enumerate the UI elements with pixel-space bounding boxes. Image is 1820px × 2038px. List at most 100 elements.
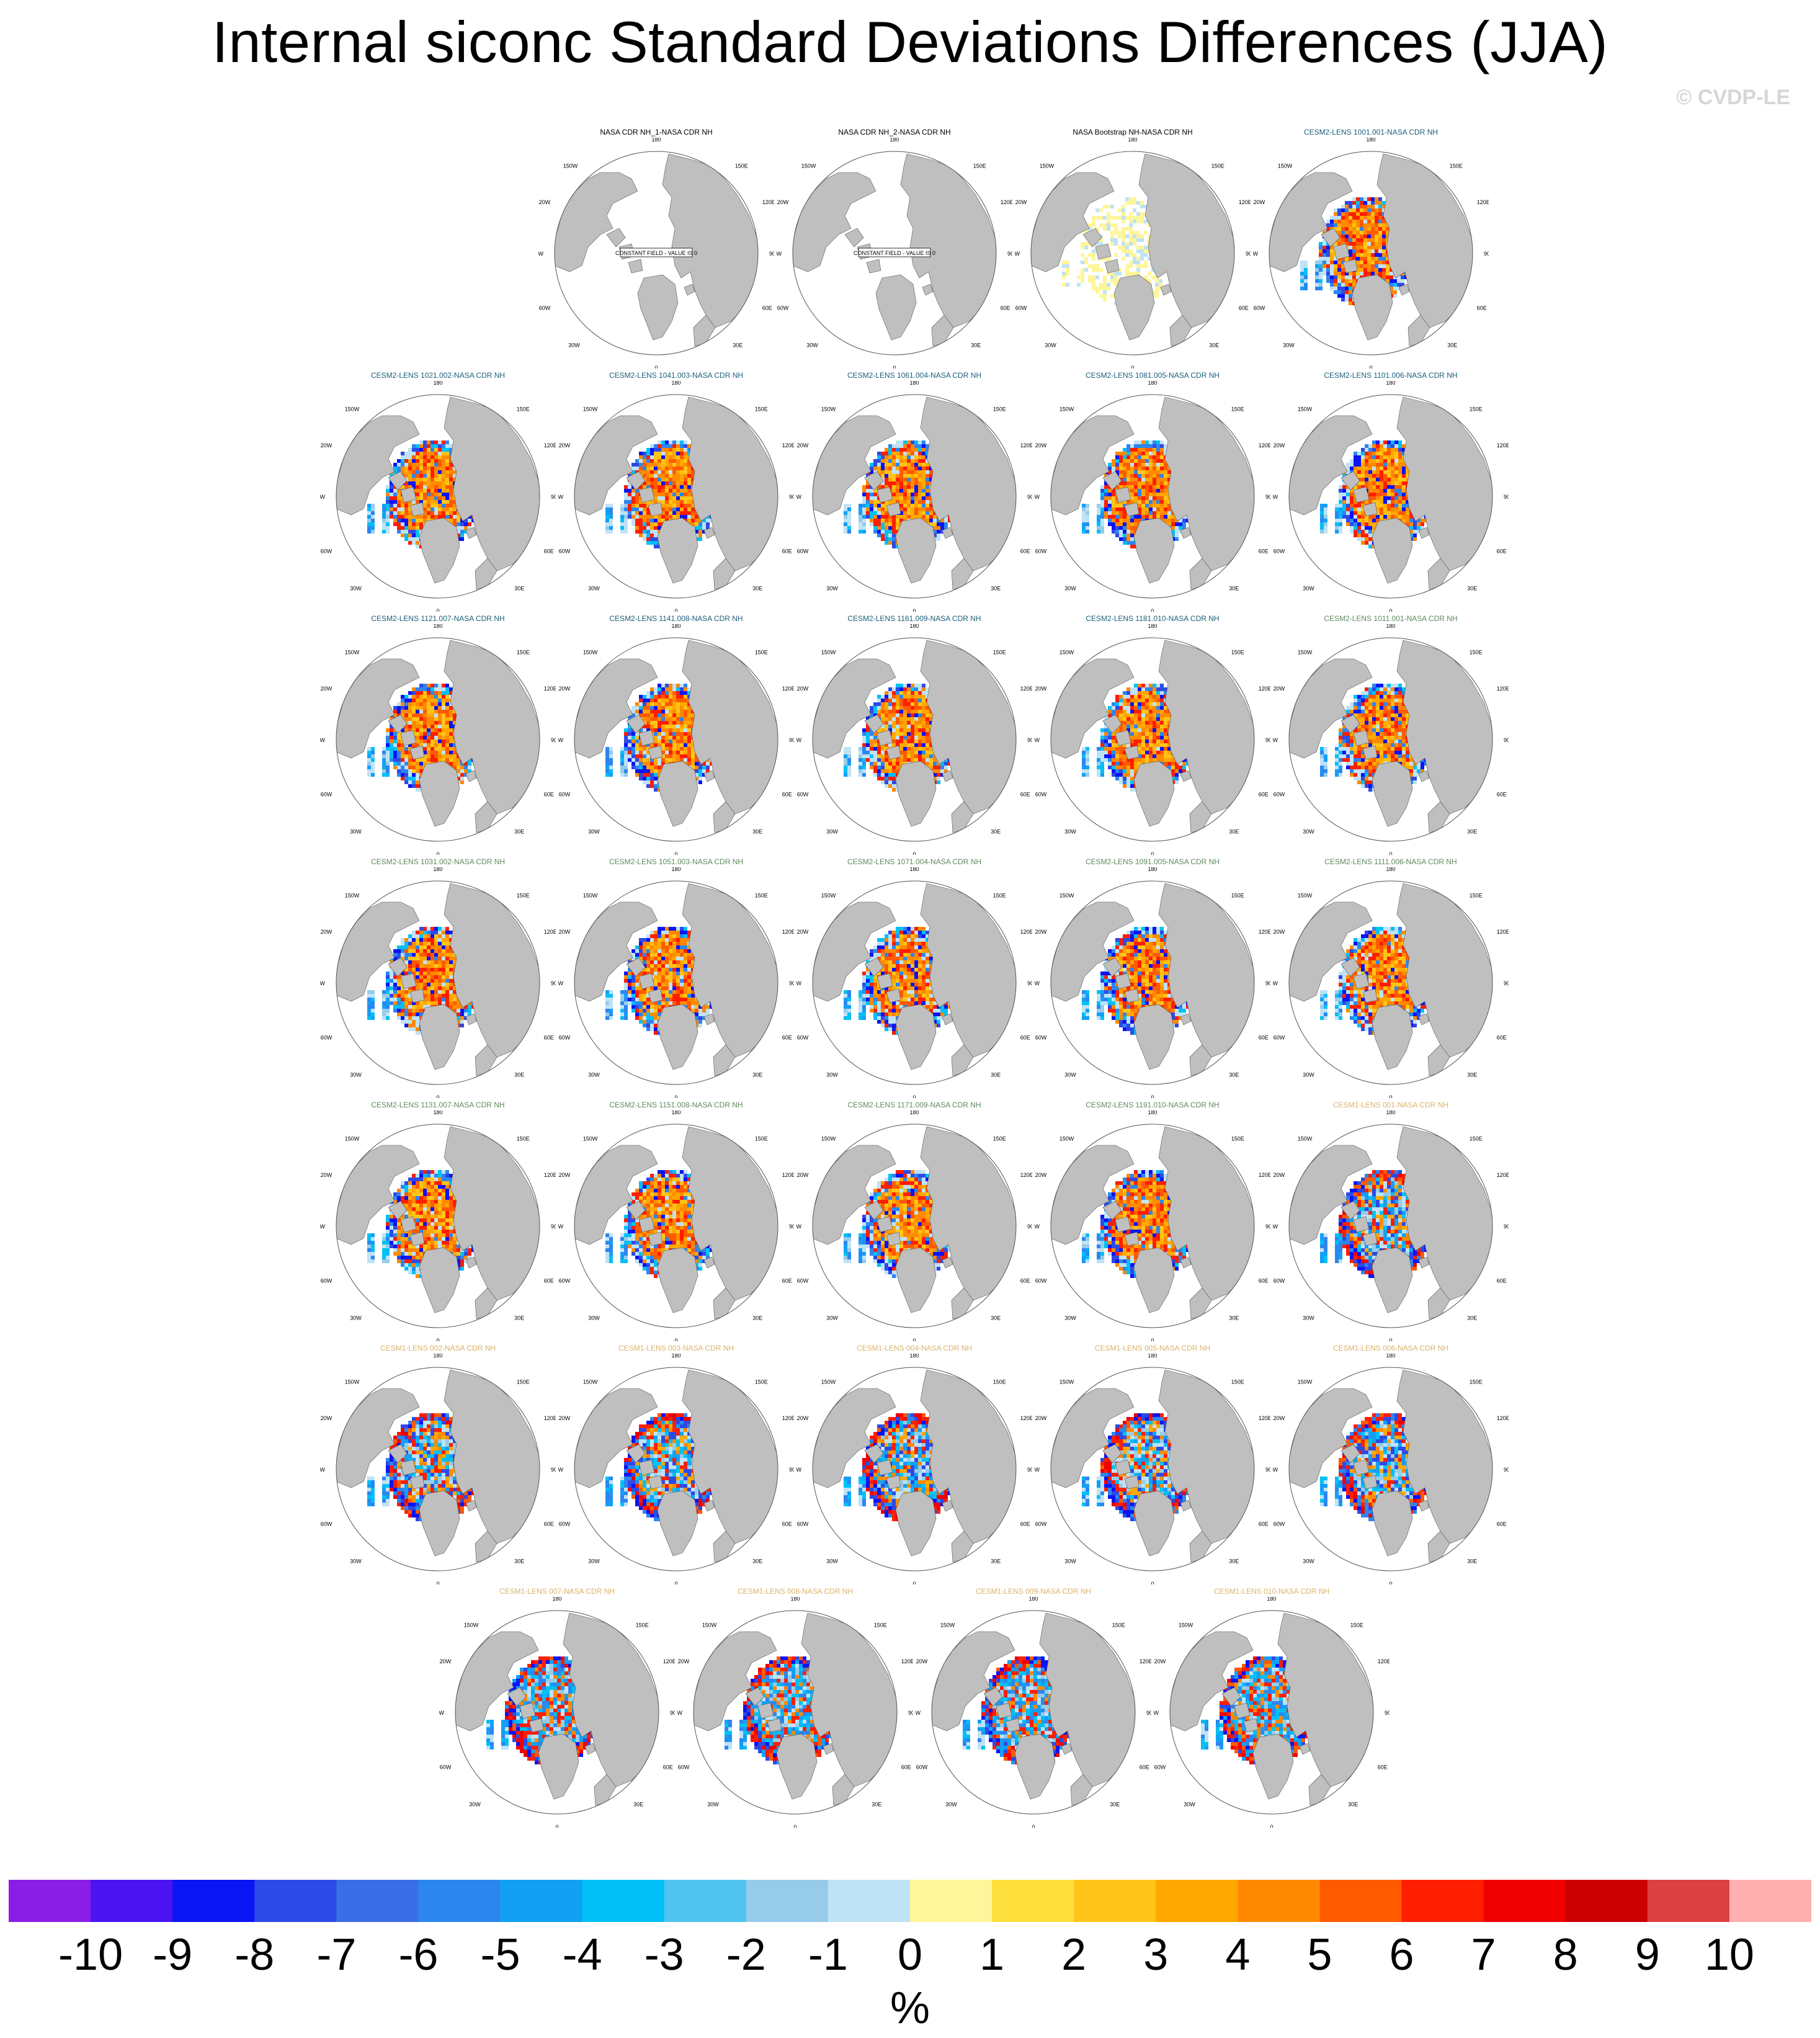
- siconc-cell: [1345, 294, 1349, 298]
- siconc-cell: [1345, 287, 1349, 290]
- siconc-cell: [1372, 452, 1376, 455]
- siconc-cell: [423, 519, 427, 522]
- siconc-cell: [1134, 489, 1138, 493]
- siconc-cell: [926, 496, 929, 500]
- siconc-cell: [1334, 264, 1337, 268]
- siconc-cell: [1122, 242, 1125, 246]
- siconc-cell: [1138, 470, 1141, 474]
- siconc-cell: [635, 519, 639, 522]
- siconc-cell: [1337, 290, 1341, 294]
- lon-label-lower_right: 60E: [1020, 548, 1030, 555]
- siconc-cell: [1126, 519, 1130, 522]
- siconc-cell: [449, 474, 453, 478]
- siconc-cell: [635, 710, 639, 713]
- siconc-cell: [847, 515, 851, 519]
- lon-label-mid_left: 120W: [1035, 442, 1047, 449]
- siconc-cell: [412, 478, 416, 481]
- siconc-cell: [1361, 481, 1365, 485]
- siconc-cell: [386, 489, 390, 493]
- siconc-cell: [1304, 272, 1308, 275]
- siconc-cell: [1357, 511, 1361, 515]
- siconc-cell: [438, 470, 442, 474]
- siconc-cell: [427, 478, 430, 481]
- siconc-cell: [1134, 444, 1138, 448]
- siconc-cell: [1380, 463, 1383, 467]
- siconc-cell: [672, 440, 676, 444]
- siconc-cell: [937, 530, 940, 534]
- siconc-cell: [885, 448, 888, 452]
- siconc-cell: [1354, 522, 1357, 526]
- siconc-cell: [408, 784, 412, 788]
- siconc-cell: [386, 496, 390, 500]
- siconc-cell: [1123, 530, 1126, 534]
- siconc-cell: [457, 769, 460, 773]
- siconc-cell: [1334, 272, 1337, 275]
- siconc-cell: [367, 511, 371, 515]
- lon-label-lower_right: 60E: [782, 548, 792, 555]
- siconc-cell: [680, 444, 684, 448]
- siconc-cell: [1376, 500, 1380, 504]
- siconc-cell: [1081, 272, 1084, 275]
- siconc-cell: [676, 481, 680, 485]
- siconc-cell: [873, 463, 877, 467]
- siconc-cell: [1149, 470, 1153, 474]
- siconc-cell: [382, 526, 386, 530]
- siconc-cell: [445, 440, 449, 444]
- siconc-cell: [460, 780, 464, 784]
- siconc-cell: [1122, 216, 1125, 220]
- siconc-cell: [646, 467, 650, 470]
- siconc-cell: [1413, 537, 1417, 541]
- siconc-cell: [1141, 478, 1145, 481]
- siconc-cell: [870, 500, 873, 504]
- siconc-cell: [1062, 261, 1066, 264]
- siconc-cell: [1361, 459, 1365, 463]
- siconc-cell: [1397, 279, 1401, 283]
- siconc-cell: [1179, 526, 1182, 530]
- siconc-cell: [1361, 515, 1365, 519]
- siconc-cell: [1138, 481, 1141, 485]
- siconc-cell: [1335, 519, 1339, 522]
- siconc-cell: [1391, 459, 1394, 463]
- siconc-cell: [684, 459, 687, 463]
- lon-label-right: 90E: [1246, 251, 1251, 257]
- siconc-cell: [1148, 235, 1151, 238]
- siconc-cell: [1349, 238, 1352, 242]
- siconc-cell: [1380, 489, 1383, 493]
- panel-title: CESM2-LENS 1061.004-NASA CDR NH: [796, 371, 1032, 380]
- siconc-cell: [382, 507, 386, 511]
- siconc-cell: [1136, 231, 1140, 235]
- siconc-cell: [1126, 541, 1130, 545]
- lon-label-top: 180: [1366, 138, 1375, 143]
- siconc-cell: [903, 470, 907, 474]
- siconc-cell: [892, 463, 896, 467]
- siconc-cell: [1380, 448, 1383, 452]
- siconc-cell: [672, 699, 676, 702]
- siconc-cell: [427, 470, 430, 474]
- lon-label-top: 180: [671, 381, 680, 386]
- panel-title: CESM2-LENS 1041.003-NASA CDR NH: [558, 371, 794, 380]
- siconc-cell: [430, 754, 434, 758]
- siconc-cell: [624, 504, 628, 507]
- siconc-cell: [1345, 201, 1349, 205]
- siconc-cell: [1112, 504, 1115, 507]
- siconc-cell: [1164, 485, 1167, 489]
- siconc-cell: [445, 706, 449, 710]
- siconc-cell: [680, 691, 684, 695]
- siconc-cell: [672, 706, 676, 710]
- siconc-cell: [658, 470, 661, 474]
- siconc-cell: [427, 717, 430, 721]
- siconc-cell: [1382, 249, 1386, 253]
- siconc-cell: [408, 459, 412, 463]
- siconc-cell: [412, 541, 416, 545]
- siconc-cell: [1126, 448, 1130, 452]
- siconc-cell: [1171, 511, 1175, 515]
- siconc-cell: [933, 534, 937, 537]
- siconc-cell: [1118, 208, 1122, 212]
- siconc-cell: [1371, 201, 1375, 205]
- siconc-cell: [661, 702, 665, 706]
- map-outline: [1288, 394, 1493, 599]
- siconc-cell: [1122, 227, 1125, 231]
- siconc-cell: [1365, 470, 1368, 474]
- siconc-cell: [423, 743, 427, 747]
- siconc-cell: [896, 444, 899, 448]
